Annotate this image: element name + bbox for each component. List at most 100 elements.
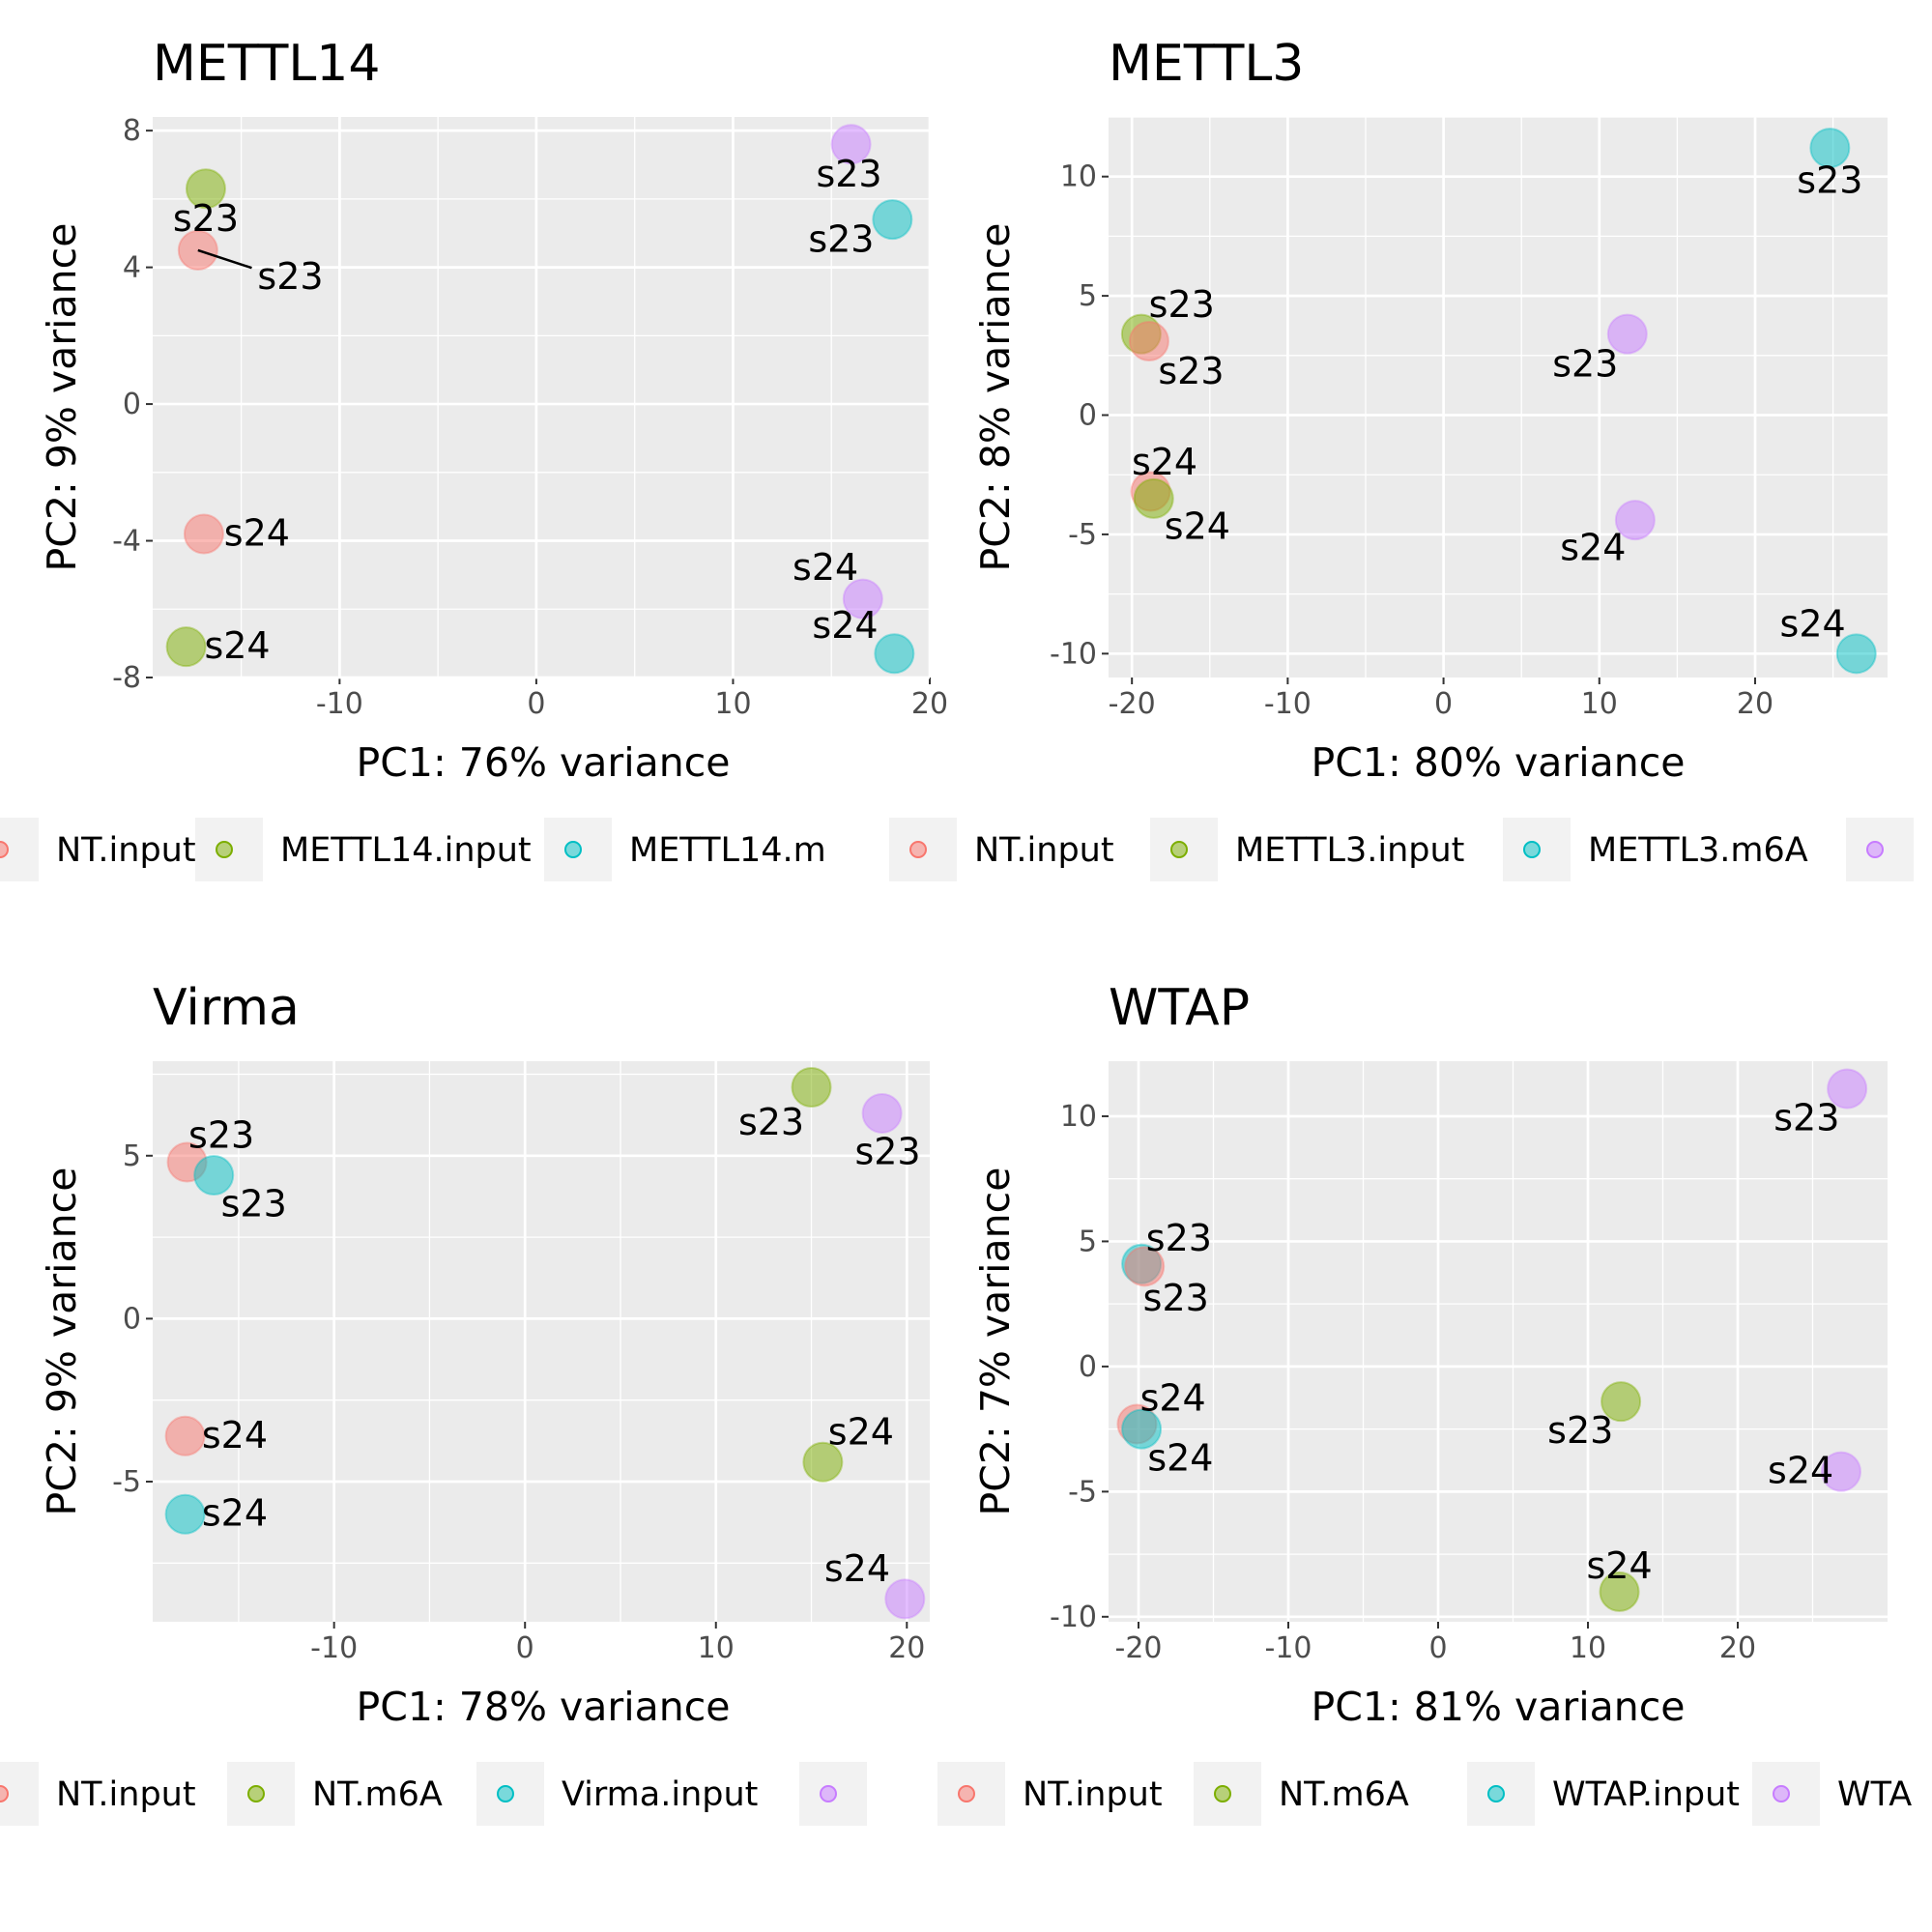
point-label: s24 — [824, 1547, 890, 1590]
legend-item: NT.m6A — [1194, 1762, 1409, 1826]
legend-symbol — [820, 1785, 837, 1802]
x-tick-label: 10 — [698, 1631, 735, 1665]
x-tick-label: 10 — [1570, 1631, 1606, 1665]
point-label: s24 — [828, 1410, 894, 1453]
legend-item — [1846, 818, 1914, 881]
point-label: s24 — [202, 1492, 268, 1535]
point-label: s24 — [793, 546, 858, 589]
legend-label: NT.input — [56, 831, 196, 870]
legend-item: NT.input — [0, 1762, 196, 1826]
legend-label: METTL14.input — [280, 831, 532, 870]
y-tick-label: 4 — [123, 251, 141, 285]
legend-symbol — [909, 841, 927, 858]
point-label: s24 — [1147, 1437, 1213, 1480]
data-point — [1128, 321, 1169, 361]
data-point — [802, 1441, 844, 1483]
legend: NT.input NT.m6A Virma.input — [0, 1762, 867, 1826]
legend-item — [799, 1762, 867, 1826]
data-point — [185, 168, 226, 210]
x-tick-label: 0 — [1434, 687, 1453, 721]
point-label: s23 — [257, 255, 323, 298]
label-leader-line — [197, 248, 252, 270]
legend-symbol — [1523, 841, 1541, 858]
x-axis-label: PC1: 76% variance — [357, 739, 731, 786]
data-point — [165, 626, 207, 668]
y-tick-label: -10 — [1050, 637, 1097, 671]
x-tick-label: 0 — [516, 1631, 534, 1665]
data-point — [164, 1415, 206, 1456]
data-point — [872, 199, 913, 241]
x-tick-label: 0 — [1428, 1631, 1447, 1665]
legend-label: NT.input — [56, 1775, 196, 1814]
point-label: s24 — [202, 1414, 268, 1456]
point-label: s23 — [1143, 1277, 1209, 1319]
y-tick-label: 5 — [123, 1139, 141, 1173]
point-label: s24 — [224, 511, 290, 554]
data-point — [164, 1493, 206, 1535]
point-label: s24 — [1780, 603, 1846, 646]
point-label: s24 — [812, 604, 878, 647]
legend-label: METTL3.m6A — [1588, 831, 1808, 870]
point-label: s23 — [1552, 343, 1618, 386]
panel-background — [1109, 117, 1888, 678]
pca-panel-1: -10 0 10 20 -8 -4 0 4 8 METTL14 PC1: 76% variance P… — [39, 35, 948, 786]
legend-symbol — [1214, 1785, 1231, 1802]
legend-label: NT.input — [974, 831, 1114, 870]
y-tick-label: 5 — [1079, 1225, 1097, 1258]
legend-symbol — [497, 1785, 514, 1802]
legend-item: NT.input — [937, 1762, 1163, 1826]
x-tick-label: 10 — [714, 687, 751, 721]
x-tick-label: -10 — [316, 687, 363, 721]
legend-label: METTL14.m — [629, 831, 826, 870]
point-label: s23 — [1773, 1097, 1839, 1139]
legend-symbol — [247, 1785, 265, 1802]
data-point — [1809, 128, 1851, 169]
panel-title: METTL14 — [153, 35, 380, 93]
legend-symbol — [1866, 841, 1884, 858]
legend-label: NT.m6A — [312, 1775, 443, 1814]
legend-item: NT.input — [889, 818, 1114, 881]
legend-symbol — [958, 1785, 975, 1802]
legend-label: Virma.input — [562, 1775, 758, 1814]
point-label: s23 — [173, 197, 239, 240]
legend-item: NT.m6A — [227, 1762, 443, 1826]
y-axis-label: PC2: 9% variance — [39, 1168, 85, 1516]
point-label: s24 — [1768, 1450, 1833, 1492]
y-tick-label: -8 — [112, 661, 141, 695]
point-label: s23 — [808, 217, 874, 260]
legend-item: Virma.input — [476, 1762, 758, 1826]
x-tick-label: -20 — [1115, 1631, 1163, 1665]
point-label: s23 — [1149, 283, 1215, 326]
y-tick-label: 10 — [1060, 1100, 1097, 1134]
legend-label: WTA — [1837, 1775, 1912, 1814]
data-point — [183, 513, 224, 555]
y-tick-label: 5 — [1079, 279, 1097, 313]
data-point — [1599, 1571, 1640, 1612]
legend-symbol — [1773, 1785, 1790, 1802]
data-point — [861, 1092, 903, 1134]
point-label: s23 — [816, 153, 881, 195]
legend: NT.input NT.m6A WTAP.input WTA — [937, 1762, 1912, 1826]
point-label: s24 — [1560, 527, 1626, 569]
y-axis-label: PC2: 9% variance — [39, 223, 85, 572]
legend-item: WTA — [1752, 1762, 1912, 1826]
y-tick-label: -10 — [1050, 1600, 1097, 1634]
legend-item: METTL3.m6A — [1503, 818, 1808, 881]
legend-item: NT.input — [0, 818, 196, 881]
data-point — [842, 578, 883, 620]
legend-symbol — [1487, 1785, 1505, 1802]
point-label: s23 — [1158, 350, 1224, 392]
legend-label: WTAP.input — [1552, 1775, 1740, 1814]
panel-background — [153, 1061, 930, 1622]
point-label: s23 — [854, 1130, 920, 1172]
data-point — [1124, 1246, 1166, 1287]
point-label: s24 — [1586, 1544, 1652, 1587]
panel-background — [1109, 1061, 1888, 1622]
legend-item: WTAP.input — [1467, 1762, 1740, 1826]
panel-title: METTL3 — [1109, 35, 1304, 93]
pca-panel-3: -10 0 10 20 -5 0 5 Virma PC1: 78% variance PC2: 9… — [39, 979, 930, 1730]
y-axis-label: PC2: 7% variance — [972, 1168, 1019, 1516]
x-tick-label: -20 — [1109, 687, 1156, 721]
data-point — [884, 1578, 926, 1620]
point-label: s23 — [1547, 1409, 1613, 1452]
